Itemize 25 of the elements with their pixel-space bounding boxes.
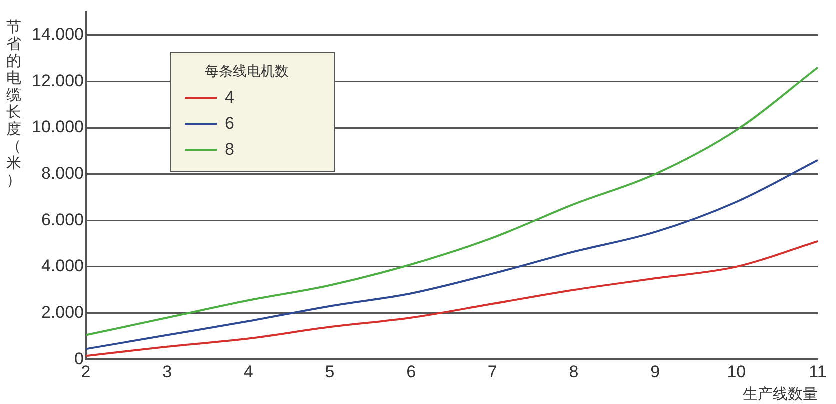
- x-tick-label: 7: [488, 362, 498, 382]
- x-tick-label: 6: [406, 362, 416, 382]
- y-tick-label: 8.000: [41, 164, 84, 184]
- y-tick-label: 4.000: [41, 256, 84, 276]
- legend-label: 8: [225, 139, 234, 161]
- x-axis-title: 生产线数量: [743, 386, 818, 404]
- legend-label: 4: [225, 87, 234, 109]
- text: 节省的电缆长度（米）: [6, 19, 22, 190]
- line-series: [86, 66, 818, 336]
- x-tick-label: 5: [325, 362, 335, 382]
- y-tick-label: 14.000: [32, 25, 84, 44]
- y-tick-label: 2.000: [41, 302, 84, 322]
- line-series: [86, 159, 818, 350]
- x-tick-label: 8: [569, 362, 579, 382]
- x-tick-label: 10: [727, 362, 746, 382]
- legend-label: 6: [225, 113, 234, 135]
- x-tick-label: 3: [162, 362, 172, 382]
- x-tick-label: 4: [244, 362, 254, 382]
- y-tick-label: 6.000: [41, 210, 84, 230]
- x-tick-label: 11: [809, 362, 827, 382]
- legend-title: 每条线电机数: [204, 63, 290, 81]
- line-series: [86, 240, 818, 358]
- x-tick-label: 9: [650, 362, 660, 382]
- y-tick-label: 10.000: [32, 118, 84, 137]
- y-tick-label: 12.000: [32, 71, 84, 90]
